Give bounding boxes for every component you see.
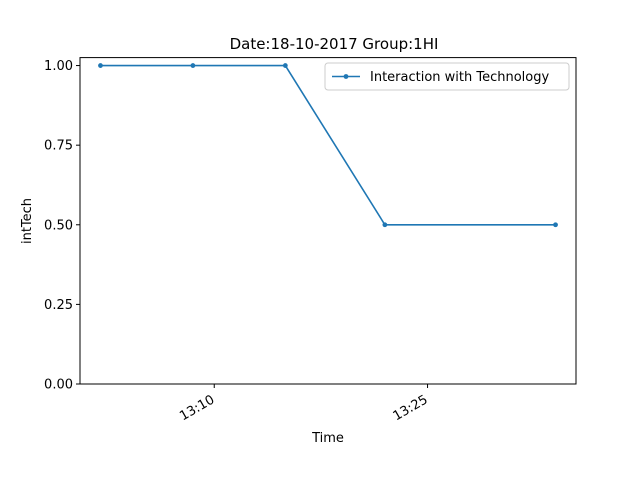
legend-box [324,62,570,91]
y-tick-label: 0.50 [44,218,73,233]
series-layer [98,63,558,228]
plot-area [79,57,577,385]
legend-label: Interaction with Technology [370,70,550,85]
data-point [282,63,288,68]
y-tick-label: 1.00 [44,59,73,74]
x-axis-label: Time [311,431,344,446]
y-tick-label: 0.75 [44,139,73,154]
data-point [382,222,388,228]
y-tick-label: 0.25 [44,298,73,313]
data-point [553,222,558,228]
chart-title: Date:18-10-2017 Group:1HI [230,35,439,53]
y-tick-label: 0.00 [44,378,73,393]
x-axis: 13:10 13:25 [177,384,431,424]
y-axis-label: intTech [20,198,35,244]
x-tick-label: 13:25 [391,392,431,424]
x-tick-label: 13:10 [177,392,217,424]
data-point [190,63,196,68]
y-axis: 0.00 0.25 0.50 0.75 1.00 [44,59,80,393]
legend: Interaction with Technology [324,62,570,91]
data-point [98,63,103,68]
legend-swatch-marker [343,74,349,79]
